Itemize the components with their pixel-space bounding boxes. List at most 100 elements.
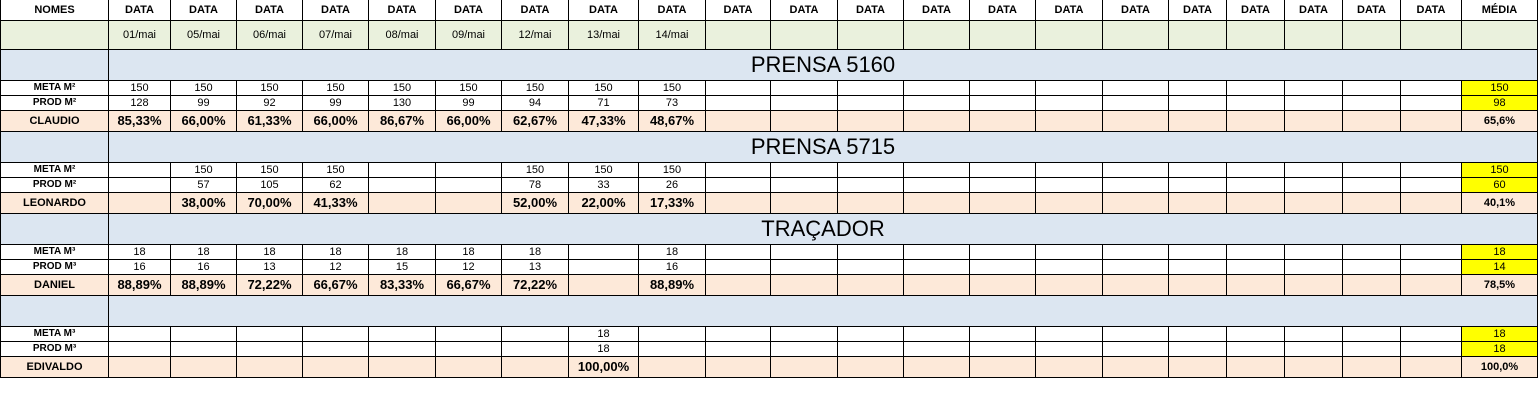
value-cell[interactable] xyxy=(1400,176,1462,193)
date-cell[interactable] xyxy=(1102,19,1169,50)
value-cell[interactable] xyxy=(1102,176,1169,193)
value-cell[interactable] xyxy=(1035,94,1103,111)
row-label[interactable]: PROD M² xyxy=(0,176,109,193)
value-cell[interactable]: 33 xyxy=(568,176,639,193)
value-cell[interactable]: 150 xyxy=(302,79,369,96)
percent-cell[interactable] xyxy=(837,191,904,214)
value-cell[interactable]: 62 xyxy=(302,176,369,193)
value-cell[interactable] xyxy=(837,161,904,178)
value-cell[interactable]: 18 xyxy=(236,243,303,260)
value-cell[interactable] xyxy=(1226,79,1285,96)
value-cell[interactable]: 26 xyxy=(638,176,706,193)
value-cell[interactable]: 18 xyxy=(302,243,369,260)
value-cell[interactable] xyxy=(1226,176,1285,193)
percent-cell[interactable] xyxy=(1400,109,1462,132)
value-cell[interactable] xyxy=(1102,340,1169,357)
percent-cell[interactable] xyxy=(1342,191,1401,214)
percent-cell[interactable] xyxy=(1035,273,1103,296)
percent-cell[interactable]: 38,00% xyxy=(170,191,237,214)
value-cell[interactable] xyxy=(108,340,171,357)
percent-cell[interactable] xyxy=(1035,355,1103,378)
value-cell[interactable] xyxy=(770,340,838,357)
value-cell[interactable] xyxy=(903,176,970,193)
percent-cell[interactable] xyxy=(368,355,436,378)
value-cell[interactable] xyxy=(638,340,706,357)
percent-cell[interactable] xyxy=(1102,273,1169,296)
value-cell[interactable]: 150 xyxy=(501,79,569,96)
average-cell[interactable]: 18 xyxy=(1461,340,1538,357)
percent-cell[interactable]: 83,33% xyxy=(368,273,436,296)
value-cell[interactable] xyxy=(969,161,1036,178)
percent-cell[interactable] xyxy=(1400,355,1462,378)
value-cell[interactable] xyxy=(770,325,838,342)
value-cell[interactable] xyxy=(170,340,237,357)
percent-cell[interactable] xyxy=(1226,273,1285,296)
value-cell[interactable] xyxy=(1342,176,1401,193)
row-label[interactable]: META M² xyxy=(0,79,109,96)
value-cell[interactable] xyxy=(705,79,771,96)
operator-name[interactable]: DANIEL xyxy=(0,273,109,296)
section-title[interactable]: PRENSA 5715 xyxy=(108,130,1538,163)
value-cell[interactable]: 15 xyxy=(368,258,436,275)
section-title[interactable] xyxy=(108,294,1538,327)
row-label[interactable]: META M² xyxy=(0,161,109,178)
date-cell[interactable] xyxy=(1284,19,1343,50)
value-cell[interactable]: 99 xyxy=(435,94,502,111)
value-cell[interactable] xyxy=(1342,325,1401,342)
date-cell[interactable]: 12/mai xyxy=(501,19,569,50)
percent-cell[interactable] xyxy=(568,273,639,296)
percent-cell[interactable] xyxy=(1284,191,1343,214)
value-cell[interactable] xyxy=(705,161,771,178)
value-cell[interactable]: 150 xyxy=(638,79,706,96)
date-cell[interactable] xyxy=(903,19,970,50)
value-cell[interactable] xyxy=(969,79,1036,96)
header-nomes[interactable]: NOMES xyxy=(0,0,109,21)
header-data[interactable]: DATA xyxy=(638,0,706,21)
value-cell[interactable] xyxy=(903,94,970,111)
value-cell[interactable] xyxy=(435,176,502,193)
header-data[interactable]: DATA xyxy=(568,0,639,21)
row-label[interactable]: PROD M³ xyxy=(0,258,109,275)
value-cell[interactable]: 13 xyxy=(236,258,303,275)
percent-cell[interactable] xyxy=(705,273,771,296)
percent-cell[interactable] xyxy=(837,109,904,132)
percent-cell[interactable] xyxy=(903,109,970,132)
date-cell[interactable] xyxy=(1342,19,1401,50)
date-cell[interactable]: 07/mai xyxy=(302,19,369,50)
percent-cell[interactable] xyxy=(969,191,1036,214)
value-cell[interactable]: 150 xyxy=(568,79,639,96)
percent-cell[interactable]: 88,89% xyxy=(170,273,237,296)
percent-cell[interactable] xyxy=(1102,355,1169,378)
value-cell[interactable] xyxy=(1226,94,1285,111)
value-cell[interactable]: 18 xyxy=(568,340,639,357)
value-cell[interactable] xyxy=(170,325,237,342)
percent-cell[interactable]: 66,00% xyxy=(435,109,502,132)
header-data[interactable]: DATA xyxy=(1168,0,1227,21)
header-data[interactable]: DATA xyxy=(1400,0,1462,21)
average-cell[interactable]: 150 xyxy=(1461,161,1538,178)
date-cell[interactable] xyxy=(1035,19,1103,50)
value-cell[interactable] xyxy=(368,176,436,193)
percent-cell[interactable] xyxy=(705,355,771,378)
section-label-cell[interactable] xyxy=(0,212,109,245)
value-cell[interactable]: 16 xyxy=(170,258,237,275)
value-cell[interactable]: 73 xyxy=(638,94,706,111)
average-cell[interactable]: 40,1% xyxy=(1461,191,1538,214)
value-cell[interactable] xyxy=(1035,325,1103,342)
percent-cell[interactable]: 66,00% xyxy=(302,109,369,132)
percent-cell[interactable] xyxy=(1035,109,1103,132)
percent-cell[interactable] xyxy=(638,355,706,378)
row-label[interactable]: PROD M² xyxy=(0,94,109,111)
value-cell[interactable]: 150 xyxy=(501,161,569,178)
value-cell[interactable] xyxy=(108,161,171,178)
value-cell[interactable] xyxy=(1035,258,1103,275)
value-cell[interactable] xyxy=(1102,94,1169,111)
average-cell[interactable]: 100,0% xyxy=(1461,355,1538,378)
value-cell[interactable] xyxy=(837,243,904,260)
date-cell[interactable] xyxy=(837,19,904,50)
value-cell[interactable] xyxy=(501,340,569,357)
value-cell[interactable] xyxy=(903,258,970,275)
value-cell[interactable] xyxy=(770,176,838,193)
percent-cell[interactable] xyxy=(236,355,303,378)
value-cell[interactable]: 150 xyxy=(170,161,237,178)
